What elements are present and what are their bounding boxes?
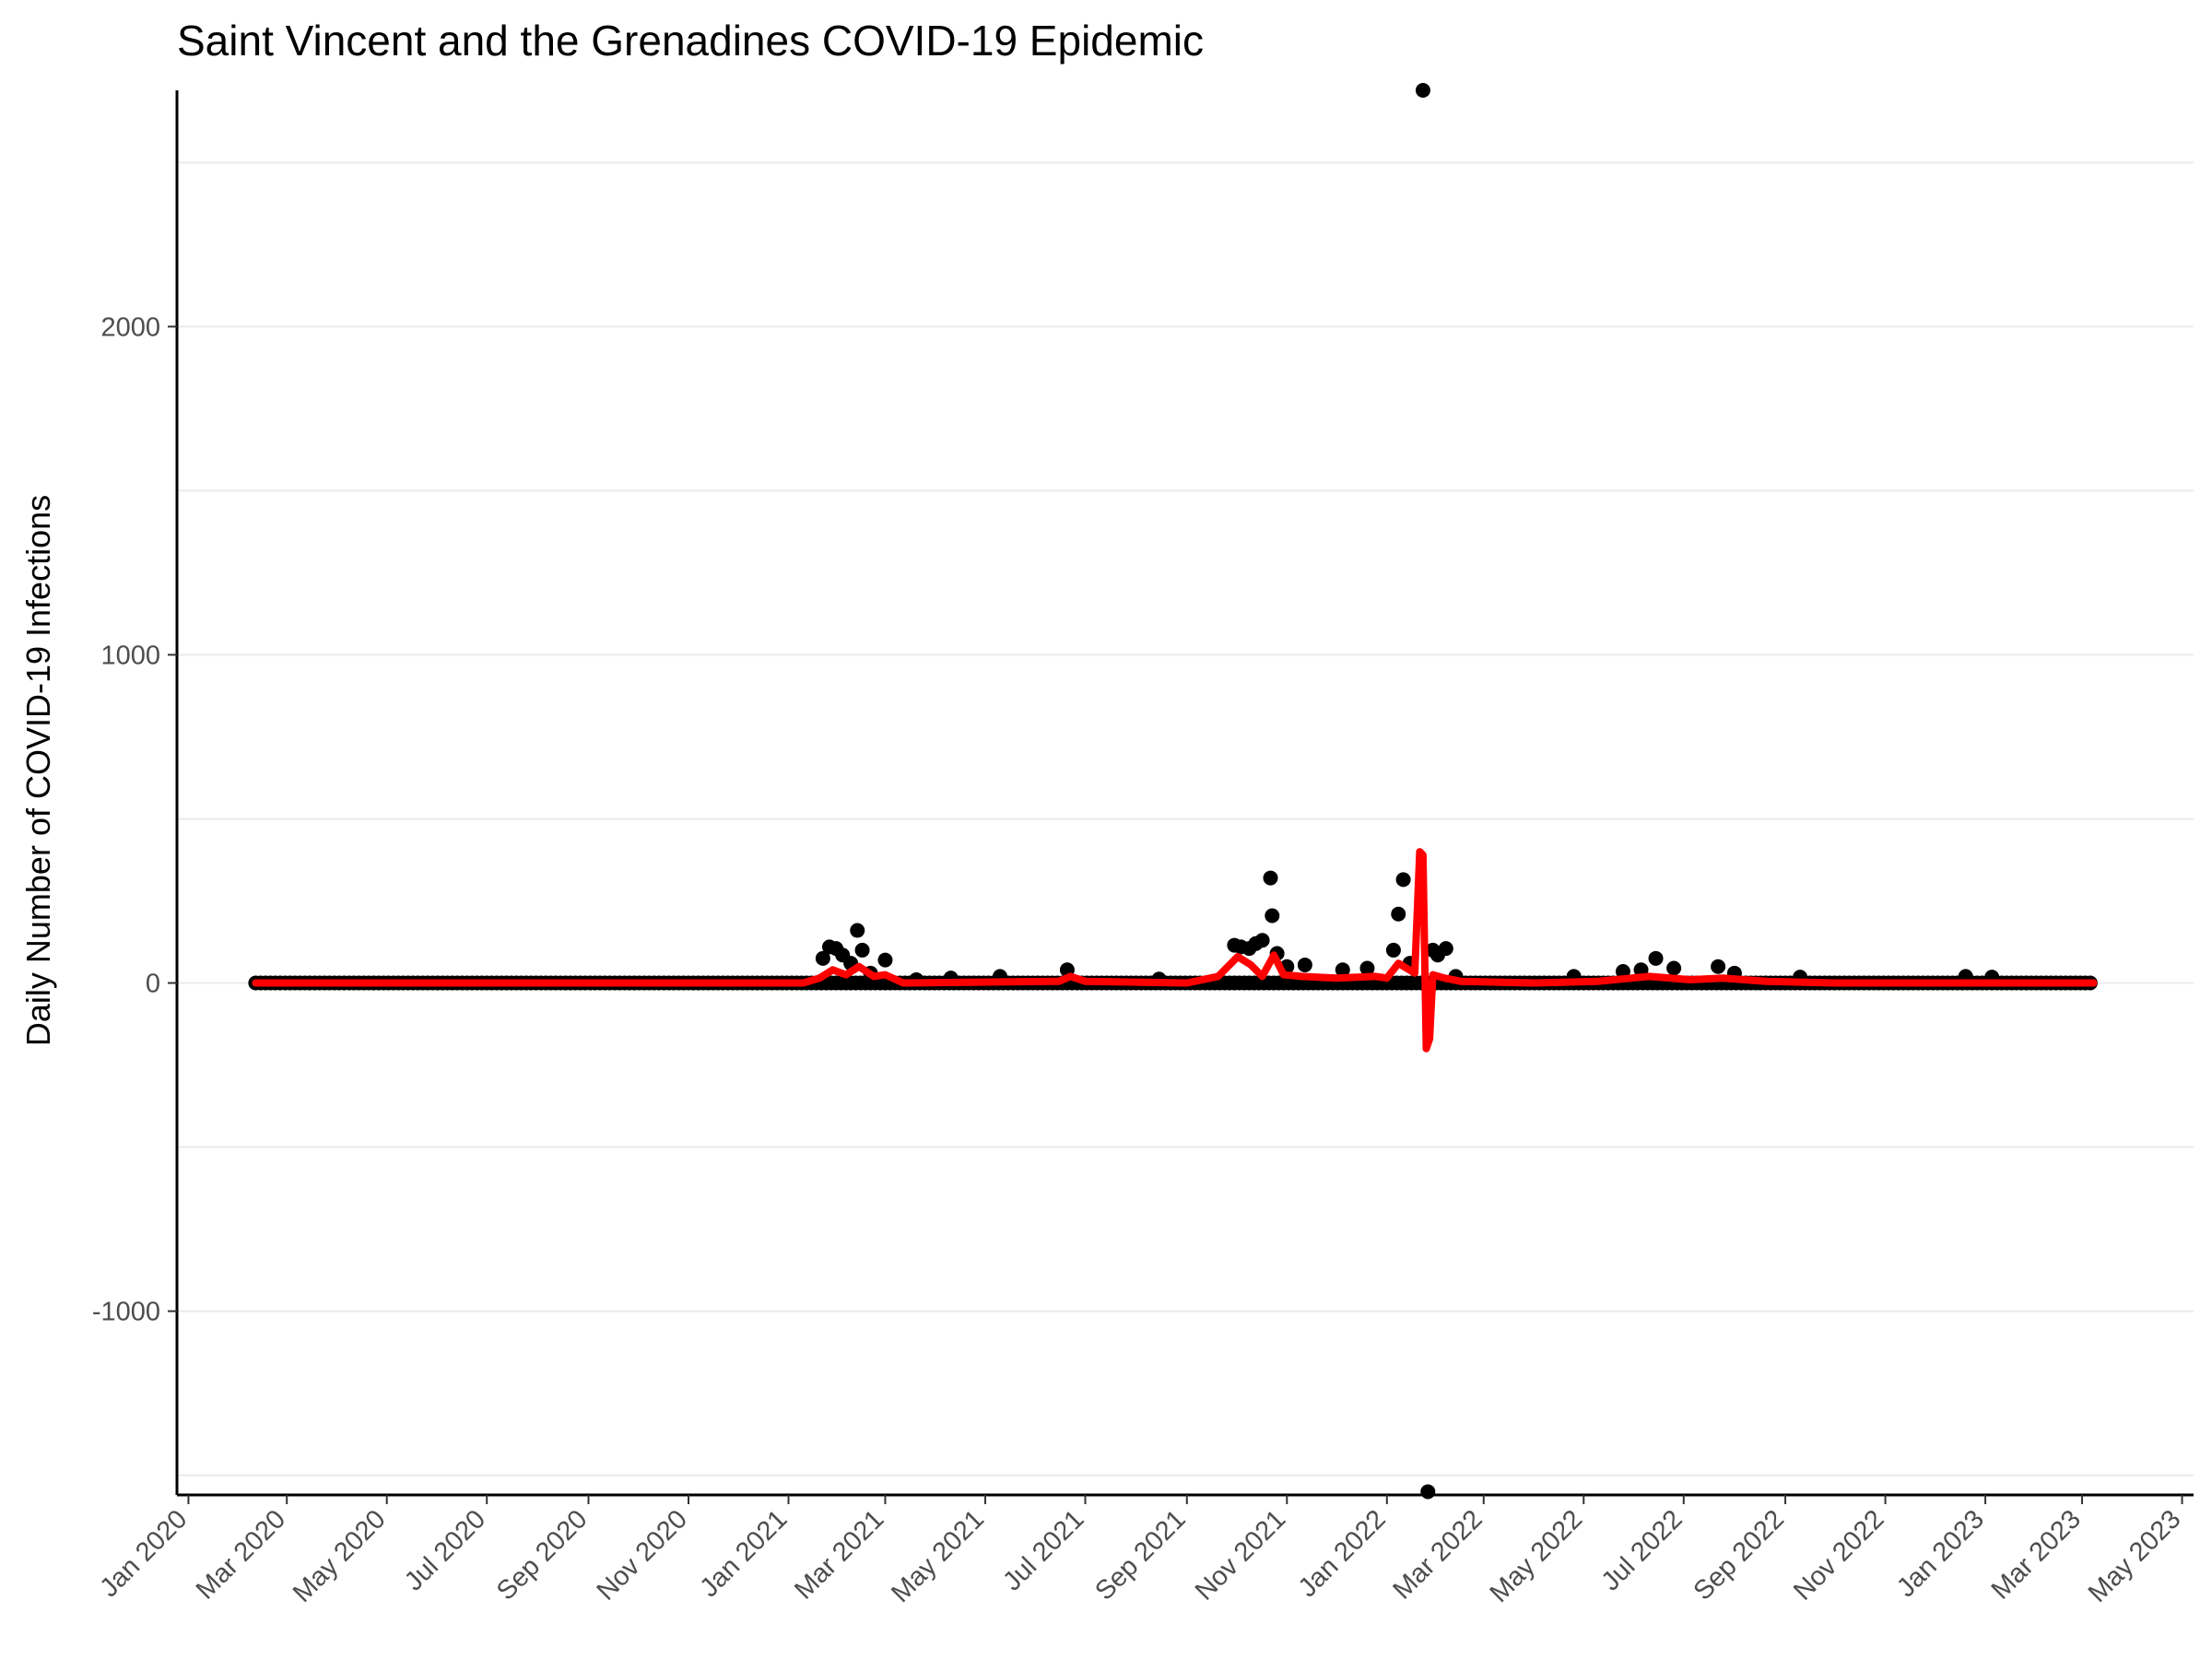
data-point	[1385, 942, 1401, 958]
data-point	[1263, 870, 1278, 886]
data-point	[1297, 957, 1312, 972]
x-tick-label: Jul 2022	[1596, 1504, 1688, 1596]
x-tick-label: Nov 2021	[1190, 1504, 1291, 1606]
axes	[175, 90, 2194, 1497]
x-tick-label: May 2023	[2083, 1504, 2187, 1608]
x-tick-label: Nov 2022	[1788, 1504, 1889, 1606]
y-tick-label: -1000	[92, 1298, 160, 1327]
x-tick-label: Nov 2020	[592, 1504, 693, 1606]
x-tick-label: Jan 2022	[1293, 1504, 1392, 1603]
data-point	[1359, 960, 1375, 976]
data-point	[1415, 83, 1430, 98]
data-point	[877, 952, 893, 968]
x-tick-label: Mar 2022	[1387, 1504, 1488, 1605]
x-tick-label: Jul 2021	[997, 1504, 1089, 1596]
x-tick-label: Sep 2020	[491, 1504, 593, 1606]
y-tick-label: 0	[146, 970, 160, 999]
x-tick-label: Mar 2020	[191, 1504, 291, 1605]
y-ticks: -1000 0 1000 2000	[92, 312, 177, 1327]
gridlines	[177, 161, 2194, 1477]
trend-line	[252, 848, 2098, 1053]
x-tick-label: Mar 2021	[789, 1504, 889, 1605]
x-tick-label: Jan 2020	[94, 1504, 193, 1603]
y-tick-label: 2000	[100, 312, 160, 342]
data-point	[1420, 1484, 1436, 1500]
data-point	[1254, 933, 1270, 948]
x-tick-label: Jan 2023	[1891, 1504, 1990, 1603]
data-point	[1391, 906, 1406, 922]
x-tick-label: Jan 2021	[694, 1504, 793, 1603]
x-tick-label: Sep 2021	[1089, 1504, 1191, 1606]
y-tick-label: 1000	[100, 641, 160, 670]
data-point	[1666, 960, 1682, 976]
x-tick-label: May 2020	[288, 1504, 392, 1608]
data-point	[850, 923, 865, 938]
data-point	[854, 942, 870, 958]
data-point	[815, 950, 830, 966]
x-tick-label: Sep 2022	[1688, 1504, 1790, 1606]
data-point	[1335, 962, 1350, 978]
data-point	[1395, 872, 1411, 888]
x-tick-label: May 2021	[886, 1504, 990, 1608]
chart-title: Saint Vincent and the Grenadines COVID-1…	[177, 17, 1204, 65]
points-layer	[248, 83, 2098, 1500]
y-axis-label: Daily Number of COVID-19 Infections	[19, 495, 57, 1046]
x-tick-label: May 2022	[1485, 1504, 1589, 1608]
data-point	[1438, 941, 1453, 957]
data-point	[1265, 908, 1280, 924]
data-point	[1711, 959, 1726, 974]
x-tick-label: Jul 2020	[399, 1504, 491, 1596]
data-point	[1648, 950, 1664, 966]
x-tick-label: Mar 2023	[1986, 1504, 2087, 1605]
